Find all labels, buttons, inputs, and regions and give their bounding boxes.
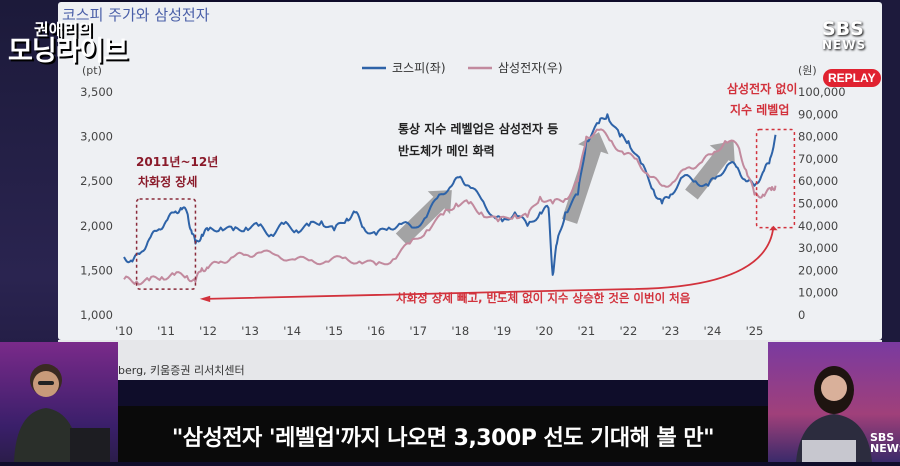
x-tick-label: '22 [619,324,637,338]
x-tick-label: '10 [115,324,133,338]
annotation-2011-line2: 차화정 장세 [138,174,197,189]
left-tick-label: 1,000 [80,308,113,322]
x-tick-label: '21 [577,324,595,338]
annotation-bottom: 차화정 장세 빼고, 반도체 없이 지수 상승한 것은 이번이 처음 [396,291,691,305]
trend-arrow-icon [395,190,452,245]
host-avatar-icon [14,364,110,462]
caption-text: "삼성전자 '레벨업'까지 나오면 3,300P 선도 기대해 볼 만" [171,426,715,451]
annotation-2025-line1: 삼성전자 없이 [727,81,797,96]
x-tick-label: '11 [157,324,175,338]
highlight-box-2025 [755,128,796,229]
host-camera-right [768,342,900,462]
trend-arrow-icon [685,141,735,200]
x-tick-label: '17 [409,324,427,338]
host-avatar-icon [796,366,872,462]
right-tick-label: 70,000 [798,152,838,166]
right-tick-label: 60,000 [798,174,838,188]
red-arrowhead-up-icon [769,225,778,231]
x-tick-label: '12 [199,324,217,338]
source-strip [58,340,882,380]
right-tick-label: 0 [798,308,805,322]
highlight-box-2011 [135,198,197,290]
right-tick-label: 80,000 [798,130,838,144]
chart-title: 코스피 주가와 삼성전자 [62,6,210,24]
right-tick-label: 40,000 [798,219,838,233]
annotation-2011-line1: 2011년~12년 [136,155,218,169]
red-connector-arrow [205,226,775,300]
show-name-line1: 권애리의 [34,20,93,39]
x-tick-label: '20 [535,324,553,338]
kospi-line [123,113,777,276]
red-arrowhead-left-icon [199,295,211,303]
left-tick-label: 3,500 [80,85,113,99]
x-tick-label: '25 [746,324,764,338]
chart-panel: 코스피 주가와 삼성전자 (pt) (원) 3,500 3,000 2,500 2,000… [58,2,882,340]
right-tick-label: 30,000 [798,241,838,255]
x-tick-label: '14 [283,324,301,338]
samsung-line [123,128,777,286]
right-tick-label: 10,000 [798,286,838,300]
x-tick-label: '18 [451,324,469,338]
replay-badge: REPLAY [823,69,881,87]
chart-svg: 코스피 주가와 삼성전자 (pt) (원) 3,500 3,000 2,500 2,000… [62,6,846,338]
x-tick-label: '24 [704,324,722,338]
x-tick-label: '13 [241,324,259,338]
channel-name: SBS [822,18,864,40]
left-tick-label: 2,000 [80,219,113,233]
channel-logo: SBS NEWS [822,18,867,52]
annotation-semiconductor-line1: 통상 지수 레벨업은 삼성전자 등 [398,121,558,136]
annotation-2025-line2: 지수 레벨업 [730,102,789,117]
x-tick-label: '15 [325,324,343,338]
right-tick-label: 90,000 [798,107,838,121]
channel-sub: NEWS [822,38,867,52]
annotation-semiconductor-line2: 반도체가 메인 화력 [398,143,495,158]
caption-bar [118,406,768,462]
right-tick-label: 50,000 [798,197,838,211]
legend-label-kospi: 코스피(좌) [392,61,446,75]
show-logo: 권애리의 모닝라이브 [8,20,128,67]
show-name-line2: 모닝라이브 [8,36,128,67]
host-camera-left [0,342,118,462]
x-tick-label: '19 [493,324,511,338]
right-axis-unit: (원) [798,64,817,77]
left-tick-label: 2,500 [80,174,113,188]
right-tick-label: 20,000 [798,263,838,277]
trend-arrow-icon [561,132,609,224]
right-tick-label: 100,000 [798,85,846,99]
legend-label-samsung: 삼성전자(우) [498,61,563,75]
x-tick-label: '16 [367,324,385,338]
corner-logo: SBS NEWS [870,431,900,455]
left-tick-label: 3,000 [80,130,113,144]
left-tick-label: 1,500 [80,263,113,277]
left-axis-unit: (pt) [82,64,102,77]
x-tick-label: '23 [662,324,680,338]
chart-source: berg, 키움증권 리서치센터 [118,364,245,377]
